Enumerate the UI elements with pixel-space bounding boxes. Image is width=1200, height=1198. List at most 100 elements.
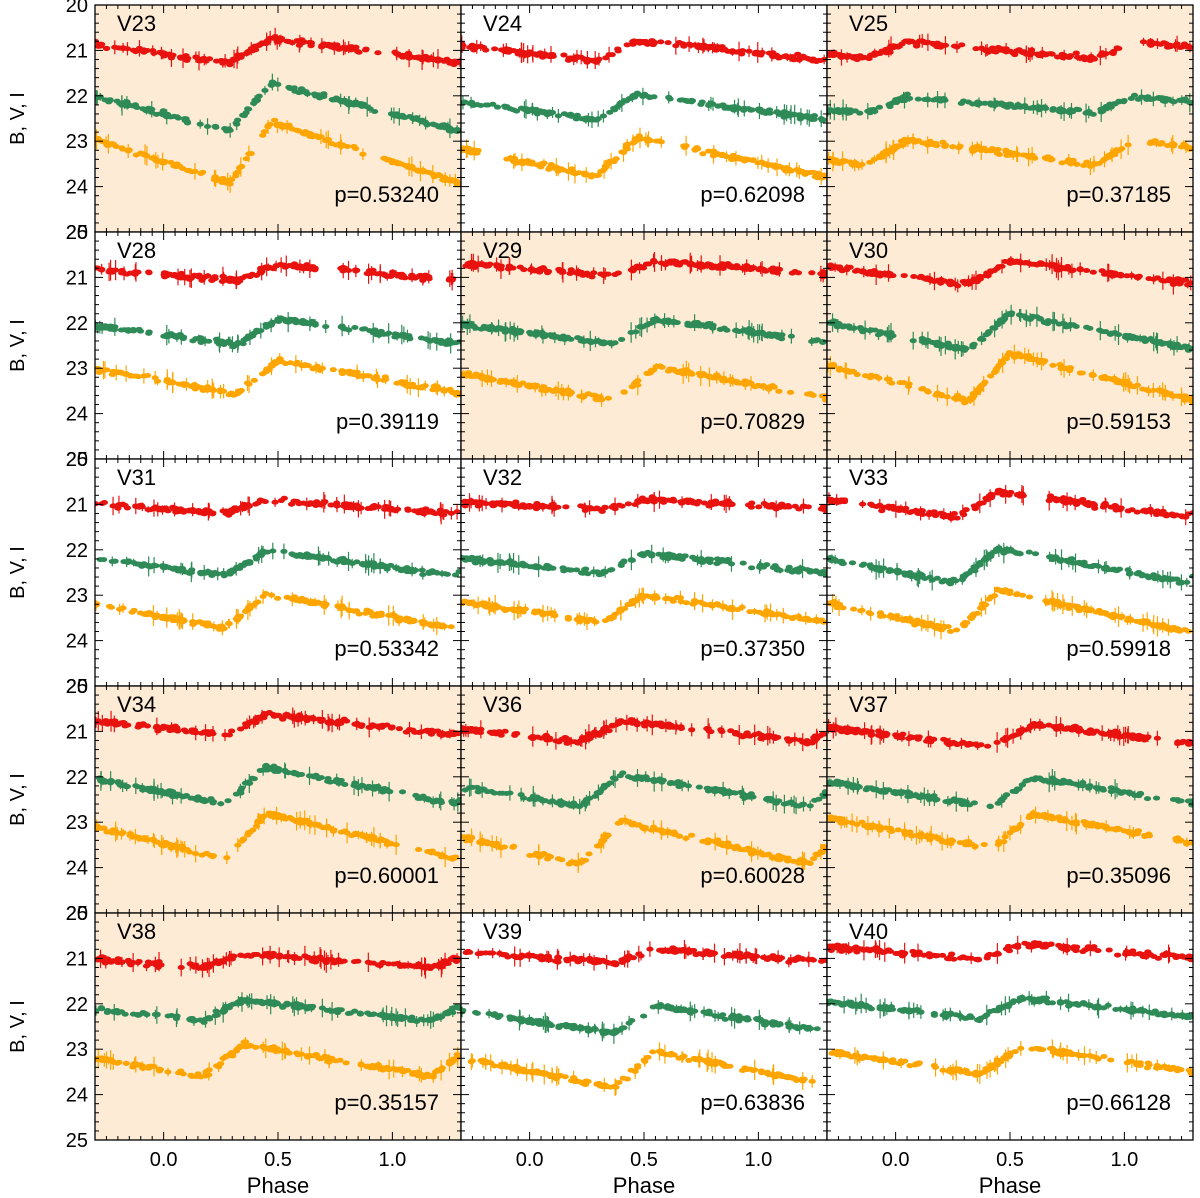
data-point [1022, 105, 1030, 111]
data-point [634, 382, 642, 388]
data-point [432, 337, 440, 343]
data-point [242, 273, 250, 279]
data-point [391, 331, 400, 337]
data-point [247, 151, 255, 157]
data-point [590, 270, 598, 276]
series-V [95, 73, 461, 139]
panel-v23: V23 p=0.53240 [94, 4, 462, 233]
data-point [529, 51, 537, 57]
data-point [893, 144, 901, 150]
data-point [768, 383, 777, 389]
data-point [1082, 110, 1090, 116]
data-point [646, 370, 655, 376]
period-label: p=0.59153 [1066, 409, 1171, 434]
data-point [981, 100, 989, 106]
data-point [468, 99, 476, 105]
data-point [99, 139, 107, 145]
data-point [567, 390, 575, 396]
data-point [664, 368, 673, 374]
data-point [435, 57, 443, 63]
data-point [1179, 277, 1187, 283]
data-point [775, 388, 783, 394]
data-point [951, 281, 959, 287]
data-point [311, 91, 319, 97]
data-point [722, 378, 730, 384]
data-point [211, 174, 219, 180]
data-point [1139, 39, 1148, 45]
data-point [984, 49, 992, 55]
data-point [704, 262, 713, 268]
data-point [804, 56, 812, 62]
data-point [393, 380, 401, 386]
data-point [769, 265, 777, 271]
data-point [997, 361, 1005, 367]
data-point [365, 270, 374, 276]
data-point [1149, 387, 1157, 393]
data-point [306, 40, 314, 46]
data-point [165, 333, 173, 339]
data-point [979, 382, 987, 388]
data-point [552, 388, 560, 394]
data-point [727, 263, 735, 269]
data-point [714, 373, 722, 379]
data-point [687, 322, 695, 328]
data-point [95, 95, 101, 101]
data-point [657, 39, 665, 45]
data-point [914, 96, 922, 102]
data-point [1141, 338, 1149, 344]
star-name: V28 [117, 238, 156, 263]
data-point [740, 107, 748, 113]
data-point [769, 54, 777, 60]
data-point [1006, 48, 1015, 54]
data-point [750, 265, 758, 271]
data-point [835, 322, 843, 328]
data-point [219, 273, 227, 279]
data-point [829, 52, 837, 58]
data-point [885, 331, 893, 337]
data-point [410, 384, 418, 390]
data-point [591, 58, 599, 64]
data-point [1102, 51, 1110, 57]
data-point [95, 322, 99, 328]
data-point [636, 263, 645, 269]
data-point [992, 366, 1000, 372]
series-V [461, 313, 827, 352]
data-point [234, 169, 242, 175]
data-point [850, 326, 858, 332]
data-point [477, 102, 485, 108]
data-point [219, 60, 227, 66]
data-point [1108, 330, 1116, 336]
data-point [720, 262, 729, 268]
data-point [1101, 270, 1110, 276]
data-points [461, 251, 827, 407]
data-point [1145, 276, 1153, 282]
data-point [1133, 275, 1141, 281]
data-point [544, 269, 553, 275]
data-point [728, 48, 737, 54]
data-point [1027, 49, 1035, 55]
data-point [191, 168, 199, 174]
data-point [759, 331, 767, 337]
data-point [154, 158, 162, 164]
data-point [108, 141, 116, 147]
data-point [1089, 372, 1097, 378]
data-point [299, 40, 307, 46]
data-point [875, 104, 884, 110]
data-point [650, 39, 658, 45]
data-point [977, 45, 986, 51]
data-point [905, 95, 913, 101]
data-point [272, 81, 280, 87]
data-point [560, 52, 568, 58]
data-point [577, 393, 586, 399]
data-point [1017, 354, 1025, 360]
data-point [351, 325, 359, 331]
data-point [595, 338, 603, 344]
data-point [662, 318, 670, 324]
data-point [993, 150, 1001, 156]
data-point [611, 272, 619, 278]
data-point [1156, 96, 1164, 102]
data-point [717, 46, 725, 52]
data-point [592, 117, 601, 123]
data-point [1097, 106, 1105, 112]
data-point [439, 387, 447, 393]
